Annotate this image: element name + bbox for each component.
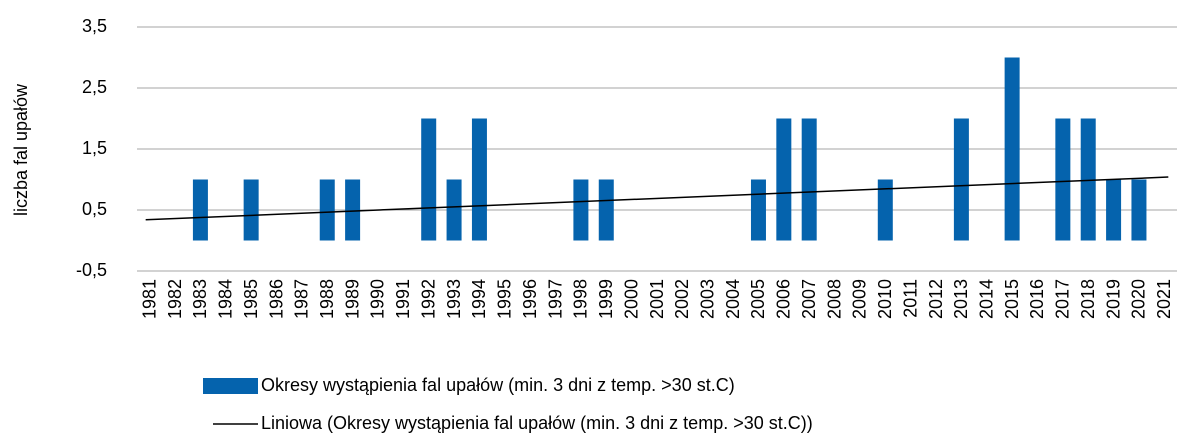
x-tick-label: 1997 xyxy=(545,279,565,319)
x-tick-label: 2003 xyxy=(697,279,717,319)
x-tick-label: 2015 xyxy=(1002,279,1022,319)
bar xyxy=(243,179,259,241)
bar xyxy=(573,179,589,241)
x-tick-label: 2005 xyxy=(748,279,768,319)
x-tick-label: 2012 xyxy=(926,279,946,319)
x-tick-label: 1985 xyxy=(241,279,261,319)
bar xyxy=(446,179,462,241)
x-tick-label: 2010 xyxy=(875,279,895,319)
x-tick-label: 2001 xyxy=(647,279,667,319)
x-tick-label: 1987 xyxy=(292,279,312,319)
bar xyxy=(1080,118,1096,241)
x-tick-label: 1992 xyxy=(418,279,438,319)
x-tick-label: 1995 xyxy=(495,279,515,319)
bar xyxy=(421,118,437,241)
bar xyxy=(192,179,208,241)
legend-swatch xyxy=(203,378,258,394)
y-tick-label: -0,5 xyxy=(76,260,107,280)
x-tick-label: 2002 xyxy=(672,279,692,319)
x-tick-label: 1996 xyxy=(520,279,540,319)
bar xyxy=(776,118,792,241)
x-tick-label: 2004 xyxy=(723,279,743,319)
bar xyxy=(345,179,361,241)
bar xyxy=(471,118,487,241)
legend-label: Okresy wystąpienia fal upałów (min. 3 dn… xyxy=(261,375,735,395)
x-tick-label: 1984 xyxy=(216,279,236,319)
y-tick-label: 2,5 xyxy=(82,77,107,97)
x-tick-label: 2011 xyxy=(900,279,920,318)
x-tick-label: 2018 xyxy=(1078,279,1098,319)
x-tick-label: 2006 xyxy=(774,279,794,319)
bar xyxy=(1004,57,1020,241)
x-tick-label: 1988 xyxy=(317,279,337,319)
bar xyxy=(319,179,335,241)
x-tick-label: 2019 xyxy=(1103,279,1123,319)
x-tick-label: 1993 xyxy=(444,279,464,319)
y-axis-label: liczba fal upałów xyxy=(11,83,31,216)
x-tick-label: 2007 xyxy=(799,279,819,319)
bar xyxy=(1131,179,1147,241)
bar xyxy=(953,118,969,241)
bar xyxy=(801,118,817,241)
x-tick-label: 2008 xyxy=(824,279,844,319)
x-tick-label: 2014 xyxy=(977,279,997,319)
x-tick-label: 1998 xyxy=(571,279,591,319)
x-tick-label: 1982 xyxy=(165,279,185,319)
y-tick-label: 0,5 xyxy=(82,199,107,219)
x-tick-label: 1986 xyxy=(266,279,286,319)
bar xyxy=(1106,179,1122,241)
x-tick-label: 1981 xyxy=(139,279,159,319)
bar xyxy=(598,179,614,241)
x-tick-label: 2009 xyxy=(850,279,870,319)
x-tick-label: 1999 xyxy=(596,279,616,319)
x-tick-label: 2020 xyxy=(1129,279,1149,319)
trend-line xyxy=(145,176,1169,221)
x-tick-label: 1983 xyxy=(190,279,210,319)
x-tick-label: 2013 xyxy=(951,279,971,319)
y-tick-label: 1,5 xyxy=(82,138,107,158)
x-tick-label: 2017 xyxy=(1053,279,1073,319)
x-tick-label: 1989 xyxy=(342,279,362,319)
x-tick-label: 1994 xyxy=(469,279,489,319)
legend-label: Liniowa (Okresy wystąpienia fal upałów (… xyxy=(261,413,813,433)
x-tick-label: 2016 xyxy=(1027,279,1047,319)
bar xyxy=(1055,118,1071,241)
bar xyxy=(877,179,893,241)
x-tick-label: 2000 xyxy=(621,279,641,319)
y-tick-label: 3,5 xyxy=(82,16,107,36)
x-tick-label: 2021 xyxy=(1154,279,1174,319)
x-tick-label: 1991 xyxy=(393,279,413,319)
bar xyxy=(750,179,766,241)
x-tick-label: 1990 xyxy=(368,279,388,319)
